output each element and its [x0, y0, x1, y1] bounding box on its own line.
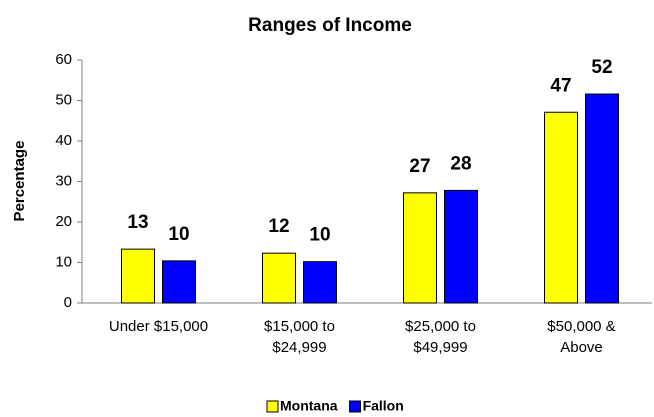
x-tick-label: Under $15,000 [109, 318, 208, 335]
bar [403, 192, 437, 304]
data-label: 28 [450, 153, 471, 174]
legend-label: Fallon [363, 398, 404, 414]
data-label: 27 [409, 156, 430, 177]
y-tick-label: 0 [64, 294, 72, 311]
data-label: 52 [591, 57, 612, 78]
y-tick-label: 10 [55, 253, 72, 270]
data-label: 10 [309, 225, 330, 246]
legend-swatch [349, 400, 362, 413]
data-label: 12 [268, 216, 289, 237]
y-tick-label: 30 [55, 172, 72, 189]
data-label: 47 [550, 75, 571, 96]
bar [121, 248, 155, 304]
bar [444, 189, 478, 304]
bar [585, 93, 619, 304]
legend-label: Montana [280, 398, 338, 414]
x-tick-label: $50,000 & Above [547, 318, 615, 356]
y-axis-label: Percentage [11, 141, 28, 222]
bar [303, 261, 337, 304]
data-label: 13 [127, 212, 148, 233]
x-tick-label: $15,000 to $24,999 [264, 318, 335, 356]
y-tick-label: 60 [55, 51, 72, 68]
bar [544, 111, 578, 304]
legend-swatch [266, 400, 279, 413]
chart-title: Ranges of Income [248, 15, 412, 36]
data-label: 10 [168, 224, 189, 245]
y-tick-label: 50 [55, 91, 72, 108]
y-tick-label: 40 [55, 132, 72, 149]
x-tick-label: $25,000 to $49,999 [405, 318, 476, 356]
bar [162, 260, 196, 304]
bar [262, 252, 296, 304]
y-tick-label: 20 [55, 213, 72, 230]
